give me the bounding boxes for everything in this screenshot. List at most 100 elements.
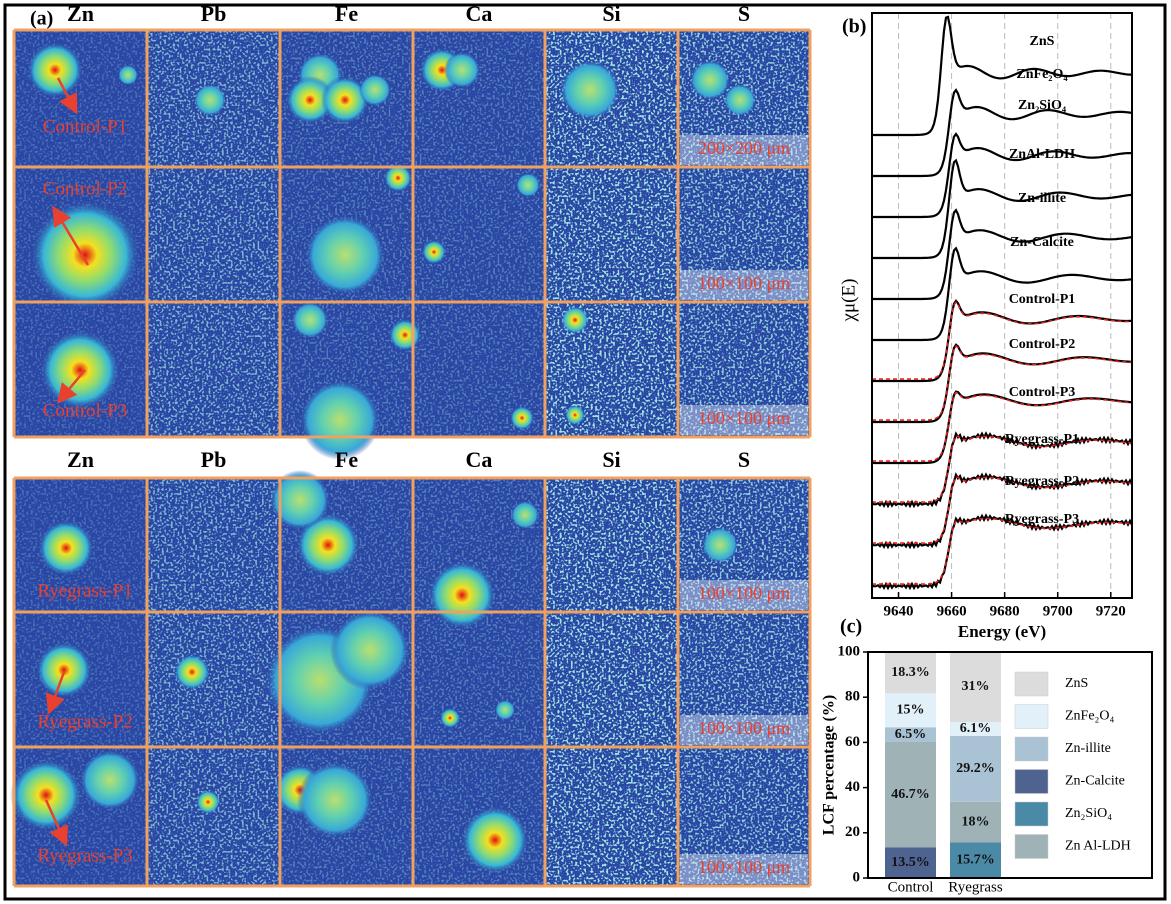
spectrum-label: Zn-Calcite	[1010, 235, 1074, 250]
spectrum	[872, 132, 1132, 219]
legend-label: Zn₂SiO₄	[1065, 806, 1112, 821]
map-hotspot	[516, 173, 540, 197]
x-tick-label: 9640	[884, 603, 914, 619]
map-hotspot	[118, 65, 138, 85]
sample-label: Ryegrass-P2	[37, 711, 132, 732]
value-label: 18.3%	[891, 665, 930, 680]
spectrum-label: Control-P3	[1009, 385, 1076, 400]
plot-frame	[867, 651, 1153, 879]
scale-label: 100×100 μm	[698, 857, 790, 877]
fit-curve	[872, 435, 1133, 503]
legend-label: Zn-illite	[1065, 741, 1111, 756]
x-tick-label: Control	[888, 879, 934, 895]
map-hotspot	[428, 561, 496, 629]
map-speckle	[147, 478, 280, 612]
bar-segment	[950, 735, 1001, 802]
legend-label: Zn-Calcite	[1065, 774, 1125, 789]
map-speckle	[147, 612, 280, 747]
element-header: Ca	[466, 447, 493, 472]
panel-label: (c)	[840, 616, 862, 638]
spectrum	[872, 208, 1133, 301]
element-header: Zn	[67, 447, 94, 472]
element-header: Si	[602, 447, 620, 472]
spectrum	[871, 431, 1133, 509]
map-hotspot	[560, 60, 620, 120]
y-axis-label: LCF percentage (%)	[821, 695, 838, 835]
legend-label: ZnFe₂O₄	[1065, 709, 1115, 724]
map-hotspot	[330, 610, 410, 690]
sample-label: Control-P1	[43, 116, 127, 137]
scale-bar-band	[680, 135, 808, 165]
scale-label: 200×200 μm	[698, 138, 790, 158]
map-speckle	[678, 747, 810, 886]
y-tick-label: 20	[845, 824, 860, 840]
scale-bar-band	[680, 854, 808, 884]
spectrum	[871, 472, 1133, 550]
spectrum	[872, 390, 1133, 465]
x-tick-label: 9680	[990, 603, 1020, 619]
sample-label: Control-P2	[43, 178, 127, 199]
element-header: Ca	[466, 1, 493, 26]
spectrum-label: Zn-illite	[1018, 191, 1066, 206]
scale-bar-band	[680, 580, 808, 610]
y-tick-label: 0	[853, 869, 861, 885]
bar-segment	[885, 652, 936, 694]
map-speckle	[14, 30, 147, 167]
sample-arrow	[44, 799, 68, 847]
map-hotspot	[194, 84, 226, 116]
sample-label: Control-P3	[43, 400, 127, 421]
map-hotspot	[174, 654, 210, 690]
scale-label: 100×100 μm	[698, 718, 790, 738]
value-label: 18%	[962, 814, 990, 829]
value-label: 46.7%	[891, 787, 930, 802]
y-axis-label: χμ(E)	[838, 279, 859, 323]
map-hotspot	[27, 42, 83, 98]
map-hotspot	[286, 76, 334, 124]
map-hotspot	[702, 527, 738, 563]
value-label: 29.2%	[956, 761, 995, 776]
map-hotspot	[10, 759, 82, 831]
panel-label: (a)	[30, 8, 53, 30]
legend-swatch	[1014, 834, 1049, 859]
bar-segment	[885, 847, 936, 878]
map-speckle	[147, 747, 280, 886]
x-axis-label: Energy (eV)	[958, 622, 1046, 641]
plot-frame	[871, 12, 1133, 599]
bar-segment	[885, 741, 936, 848]
map-speckle	[678, 302, 810, 437]
legend-swatch	[1014, 704, 1049, 729]
x-tick-label: 9700	[1043, 603, 1073, 619]
bar-segment	[885, 727, 936, 742]
map-hotspot	[461, 806, 529, 874]
map-hotspot	[30, 200, 140, 310]
panel-label: (b)	[842, 16, 866, 38]
spectrum	[872, 246, 1133, 342]
map-speckle	[678, 612, 810, 747]
map-hotspot	[384, 164, 412, 192]
fit-curve	[872, 301, 1133, 380]
map-speckle	[678, 478, 810, 612]
bar-segment	[950, 842, 1001, 878]
sample-arrow	[45, 671, 66, 715]
map-speckle	[678, 167, 810, 302]
legend-swatch	[1014, 801, 1049, 827]
scale-bar-band	[680, 405, 808, 435]
element-header: Si	[602, 1, 620, 26]
map-hotspot	[80, 750, 140, 810]
map-hotspot	[297, 762, 373, 838]
value-label: 15.7%	[956, 852, 995, 867]
fit-curve	[872, 391, 1133, 462]
spectrum-label: Control-P2	[1009, 337, 1076, 352]
bar-segment	[950, 801, 1001, 843]
sample-label: Ryegrass-P1	[37, 580, 132, 601]
sample-arrow	[56, 77, 78, 115]
spectrum	[872, 343, 1133, 424]
spectrum-label: ZnAl-LDH	[1009, 147, 1075, 162]
map-speckle	[545, 612, 678, 747]
legend-swatch	[1014, 769, 1049, 794]
map-hotspot	[422, 240, 446, 264]
spectrum	[871, 513, 1133, 591]
x-tick-label: 9720	[1096, 603, 1126, 619]
y-tick-label: 100	[838, 643, 861, 659]
